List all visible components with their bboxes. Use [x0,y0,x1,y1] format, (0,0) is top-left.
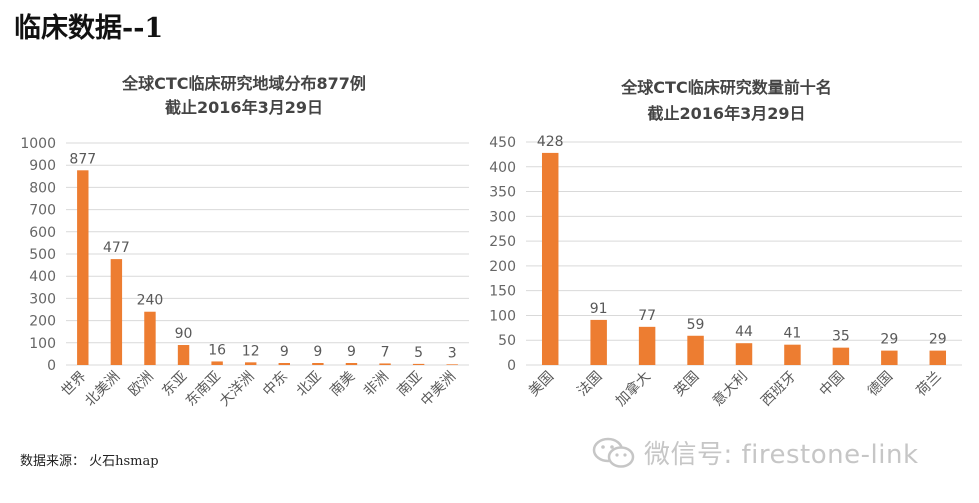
bar [312,363,324,365]
bar [881,350,898,365]
data-label: 240 [137,293,164,309]
x-tick-label: 大洋洲 [217,369,258,410]
y-tick-label: 800 [29,180,56,196]
bar [929,350,947,365]
y-tick-label: 600 [29,225,56,241]
x-tick-label: 法国 [574,369,605,400]
x-tick-label: 中美洲 [418,369,459,410]
x-tick-label: 欧洲 [126,369,157,400]
data-label: 44 [735,324,753,340]
y-tick-label: 100 [489,308,516,324]
bar [638,326,656,365]
y-tick-label: 200 [489,259,516,275]
x-tick-label: 南美 [327,369,358,400]
watermark: 微信号: firestone-link [592,434,919,471]
x-tick-label: 意大利 [709,368,751,410]
x-tick-label: 中东 [260,369,291,400]
data-label: 9 [280,344,289,360]
data-label: 477 [103,240,130,256]
y-tick-label: 200 [29,314,56,330]
chart-subtitle: 截止2016年3月29日 [165,98,323,117]
data-label: 91 [590,301,608,317]
y-tick-label: 1000 [20,136,56,152]
data-label: 428 [537,134,564,150]
data-label: 41 [784,326,802,342]
x-tick-label: 西班牙 [758,369,799,410]
x-tick-label: 英国 [671,368,703,400]
bar [345,363,358,365]
bar-chart-region-distribution: 01002003004005006007008009001000877世界477… [20,136,469,410]
bar [590,319,607,365]
x-tick-label: 美国 [526,369,557,400]
bar [144,311,156,365]
watermark-text: 微信号: firestone-link [644,440,919,470]
y-tick-label: 100 [29,336,56,352]
y-tick-label: 0 [47,358,56,374]
bar [77,170,89,365]
wechat-icon [592,437,635,468]
y-tick-label: 250 [489,234,516,250]
bar [446,364,458,365]
y-tick-label: 700 [29,203,56,219]
x-tick-label: 中国 [817,369,848,400]
bar [735,343,753,365]
data-label: 29 [929,332,947,348]
bar [687,335,704,365]
data-label: 5 [414,345,423,361]
bar [244,362,257,365]
chart-subtitle: 截止2016年3月29日 [647,104,806,123]
data-label: 16 [208,342,226,358]
data-label: 59 [687,317,705,333]
bar [211,361,223,365]
y-tick-label: 400 [29,269,56,285]
data-label: 3 [448,345,457,361]
data-source-note: 数据来源： 火石hsmap [20,454,159,469]
y-tick-label: 300 [29,291,56,307]
y-tick-label: 0 [507,358,516,374]
y-tick-label: 900 [29,158,56,174]
data-label: 90 [175,326,193,342]
bar [278,363,291,365]
data-label: 877 [69,151,96,167]
chart-title: 全球CTC临床研究地域分布877例 [122,74,366,93]
y-tick-label: 450 [489,135,516,151]
page-title: 临床数据--1 [14,13,164,44]
bar [541,152,559,365]
x-tick-label: 荷兰 [913,369,944,400]
x-tick-label: 北美洲 [82,369,123,410]
data-label: 29 [880,332,898,348]
y-tick-label: 300 [489,209,516,225]
bar [412,363,425,365]
chart-panel-top-ten-countries: 全球CTC临床研究数量前十名 截止2016年3月29日 0 50 100 150 200… [484,66,969,416]
data-label: 9 [313,344,322,360]
bar [379,363,391,365]
y-tick-label: 350 [489,185,516,201]
x-tick-label: 加拿大 [612,368,654,410]
x-tick-label: 东南亚 [183,369,224,410]
bar [784,344,801,365]
bar [832,347,850,365]
bar-chart-top-ten-countries: 0 50 100 150 200 250 300 350 400 450 428 美国 91 法国 77 加拿… [489,134,962,410]
bar [177,345,190,365]
y-tick-label: 150 [489,284,516,300]
y-tick-label: 400 [489,160,516,176]
chart-title: 全球CTC临床研究数量前十名 [621,78,832,97]
x-tick-label: 非洲 [361,369,392,400]
data-label: 12 [242,343,260,359]
bar [110,259,123,365]
data-label: 7 [381,344,390,360]
data-label: 35 [832,329,850,345]
y-tick-label: 500 [29,247,56,263]
x-tick-label: 德国 [865,369,896,400]
chart-panel-region-distribution: 全球CTC临床研究地域分布877例 截止2016年3月29日 0 100 200 30… [14,66,474,416]
x-tick-label: 北亚 [294,369,325,400]
y-tick-label: 50 [498,333,516,349]
data-label: 9 [347,344,356,360]
data-label: 77 [638,308,656,324]
